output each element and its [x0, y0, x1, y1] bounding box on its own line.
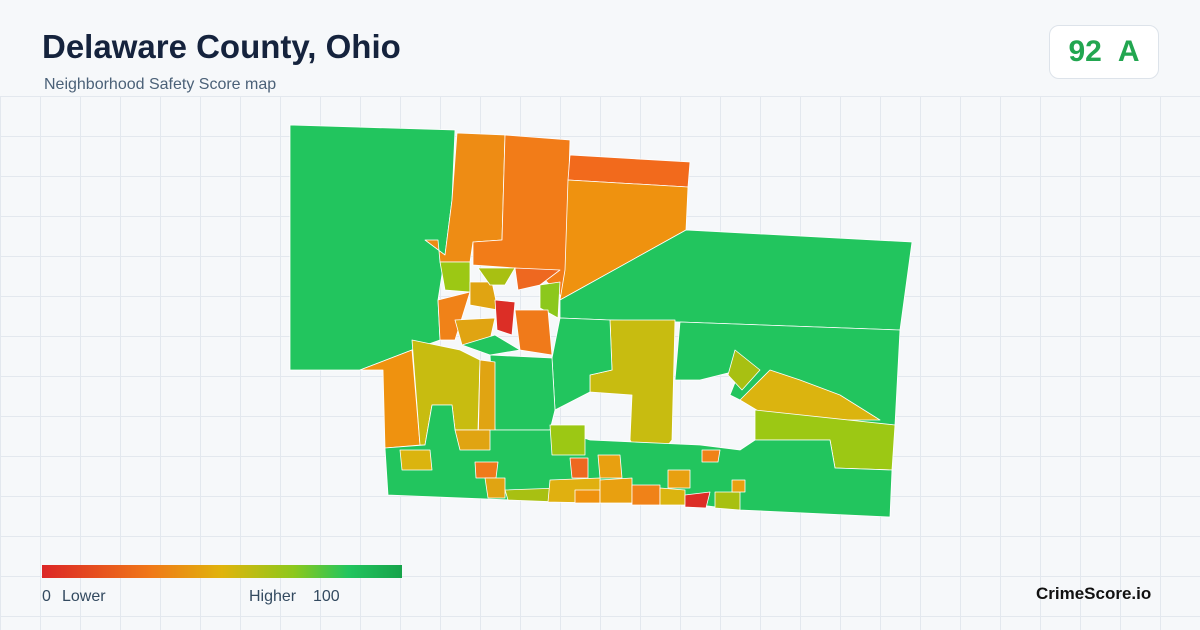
title: Delaware County, Ohio: [42, 28, 401, 65]
region: [551, 317, 613, 411]
region: [701, 449, 721, 463]
legend-gradient: [42, 565, 402, 578]
legend-max: 100: [313, 588, 340, 605]
region: [289, 124, 456, 371]
region: [574, 489, 601, 504]
grade: A: [1117, 35, 1140, 68]
header: Delaware County, Ohio Neighborhood Safet…: [0, 0, 1200, 97]
legend-min-label: Lower: [62, 588, 106, 605]
region: [494, 299, 516, 336]
region: [514, 309, 553, 356]
region: [597, 454, 623, 479]
region: [469, 281, 499, 311]
subtitle: Neighborhood Safety Score map: [44, 76, 277, 93]
region: [667, 469, 691, 489]
region: [439, 261, 471, 293]
region: [731, 479, 746, 493]
brand: CrimeScore.io: [1036, 584, 1152, 603]
region: [489, 354, 556, 431]
region: [659, 487, 686, 506]
region: [484, 477, 506, 499]
legend-min: 0: [42, 588, 51, 605]
region: [474, 461, 499, 479]
score: 92: [1068, 35, 1102, 68]
region: [461, 334, 521, 356]
region: [549, 424, 586, 456]
region: [714, 491, 741, 511]
region: [437, 291, 471, 341]
region: [477, 267, 516, 286]
region: [684, 491, 711, 509]
region: [599, 477, 633, 504]
region: [539, 281, 561, 319]
score-badge: 92 A: [1049, 25, 1159, 79]
region: [727, 349, 761, 391]
region: [454, 429, 491, 451]
region: [569, 457, 589, 479]
region: [631, 484, 661, 506]
region: [399, 449, 433, 471]
legend-max-label: Higher: [249, 588, 297, 605]
